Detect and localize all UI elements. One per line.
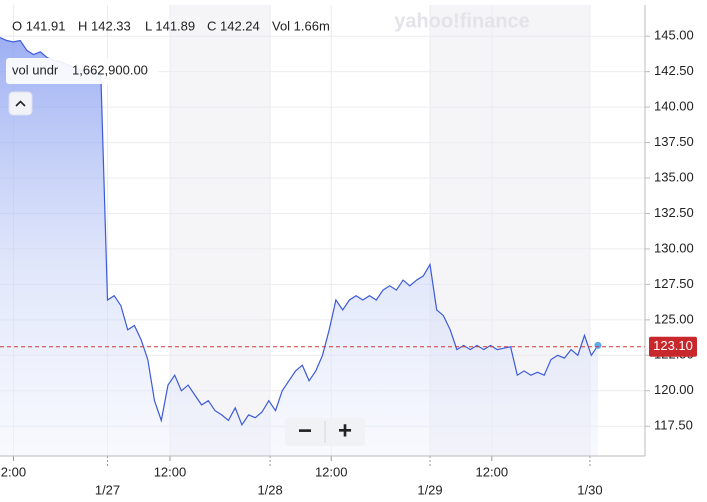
collapse-button-box[interactable] (8, 91, 33, 116)
y-tick-label: 130.00 (654, 240, 694, 255)
y-tick-label: 135.00 (654, 169, 694, 184)
y-tick-label: 120.00 (654, 382, 694, 397)
x-tick-label: 12:00 (315, 464, 348, 479)
watermark: yahoo!finance (394, 10, 530, 32)
y-tick-label: 132.50 (654, 205, 694, 220)
ohlc-item: Vol 1.66m (272, 18, 330, 33)
x-tick-label: 12:00 (476, 464, 509, 479)
y-tick-label: 127.50 (654, 276, 694, 291)
y-tick-label: 137.50 (654, 134, 694, 149)
x-tick-label: 2:00 (1, 464, 26, 479)
axes: 117.50120.00122.50125.00127.50130.00132.… (0, 5, 697, 497)
ohlc-item: C 142.24 (207, 18, 260, 33)
ohlc-header: O 141.91 H 142.33 L 141.89 C 142.24 Vol 1.66… (12, 18, 330, 33)
zoom-in-button[interactable]: + (338, 417, 352, 444)
tooltip-label: vol undr (12, 62, 59, 77)
y-tick-label: 145.00 (654, 28, 694, 43)
tooltip-value: 1,662,900.00 (72, 62, 148, 77)
ohlc-item: H 142.33 (78, 18, 131, 33)
tooltip-box (6, 58, 158, 84)
x-tick-label: 1/30 (577, 482, 602, 497)
x-tick-label: 1/27 (95, 482, 120, 497)
x-tick-label: 12:00 (154, 464, 187, 479)
last-price-badge (649, 336, 697, 357)
y-tick-label: 125.00 (654, 311, 694, 326)
ohlc-item: O 141.91 (12, 18, 66, 33)
ohlc-item: L 141.89 (145, 18, 195, 33)
price-area (0, 37, 598, 456)
y-tick-label: 140.00 (654, 99, 694, 114)
y-tick-label: 117.50 (654, 418, 693, 433)
last-price-label: 123.10 (653, 338, 693, 353)
y-tick-label: 142.50 (654, 63, 694, 78)
x-tick-label: 1/29 (417, 482, 442, 497)
last-point (594, 341, 602, 349)
collapse-icon (15, 100, 26, 107)
collapse-button[interactable] (8, 91, 33, 116)
session-band (170, 5, 270, 456)
x-tick-label: 1/28 (257, 482, 282, 497)
zoom-out-button[interactable]: − (298, 417, 312, 444)
